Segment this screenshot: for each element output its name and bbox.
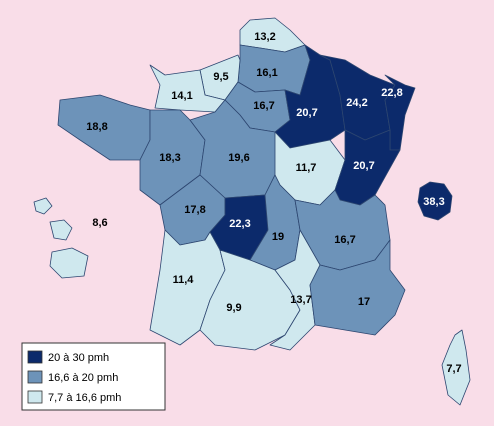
legend-swatch bbox=[27, 350, 43, 364]
region-value: 18,8 bbox=[86, 121, 107, 133]
region-value: 9,5 bbox=[213, 71, 228, 83]
region-value: 11,7 bbox=[296, 162, 317, 174]
region-value: 16,1 bbox=[256, 67, 277, 79]
region-value: 13,7 bbox=[290, 294, 311, 306]
region-value: 19,6 bbox=[228, 152, 249, 164]
legend-label: 7,7 à 16,6 pmh bbox=[48, 392, 121, 404]
legend-label: 16,6 à 20 pmh bbox=[48, 372, 118, 384]
region-value: 13,2 bbox=[254, 31, 275, 43]
region-value: 14,1 bbox=[171, 90, 192, 102]
island bbox=[33, 197, 53, 215]
legend-swatch bbox=[27, 390, 43, 404]
region-value: 17 bbox=[358, 296, 370, 308]
region-value: 9,9 bbox=[226, 302, 241, 314]
region-value: 7,7 bbox=[446, 363, 461, 375]
region-value: 17,8 bbox=[184, 204, 205, 216]
legend-swatch bbox=[27, 370, 43, 384]
legend-box bbox=[21, 342, 166, 411]
region-value: 11,4 bbox=[173, 274, 195, 286]
region-value: 22,8 bbox=[381, 87, 402, 99]
region-value: 24,2 bbox=[346, 97, 367, 109]
region-value: 38,3 bbox=[423, 196, 444, 208]
region-value: 22,3 bbox=[229, 218, 250, 230]
legend: 20 à 30 pmh 16,6 à 20 pmh 7,7 à 16,6 pmh bbox=[21, 342, 166, 411]
island bbox=[49, 247, 89, 279]
region bbox=[309, 239, 406, 336]
region-value: 20,7 bbox=[296, 107, 317, 119]
region-value: 8,6 bbox=[92, 217, 107, 229]
region-value: 16,7 bbox=[253, 100, 274, 112]
legend-label: 20 à 30 pmh bbox=[48, 352, 109, 364]
overseas-islands bbox=[33, 197, 89, 279]
region bbox=[441, 329, 471, 406]
region-value: 18,3 bbox=[159, 152, 180, 164]
region-value: 19 bbox=[272, 231, 284, 243]
region-value: 20,7 bbox=[353, 160, 374, 172]
region-value: 16,7 bbox=[334, 234, 355, 246]
region bbox=[417, 181, 453, 221]
region bbox=[269, 229, 321, 351]
island bbox=[49, 219, 73, 241]
